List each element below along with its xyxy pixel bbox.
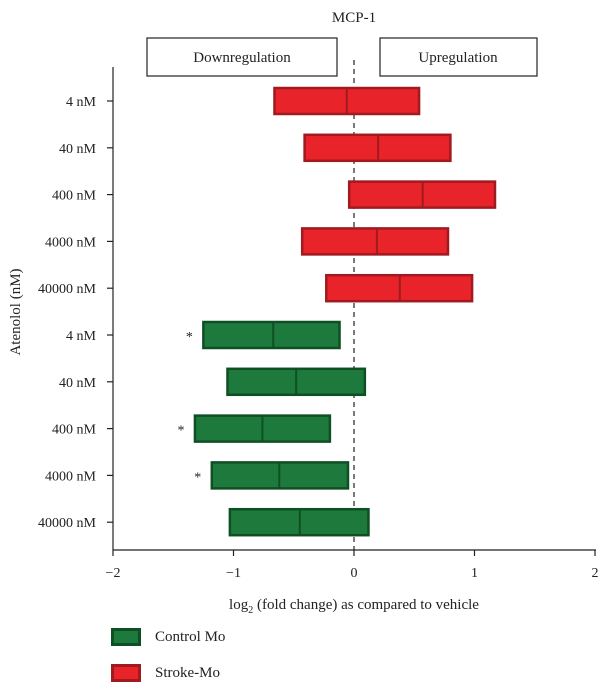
legend-label-stroke-mo: Stroke-Mo — [155, 664, 220, 681]
x-tick-label: 0 — [351, 566, 358, 581]
y-tick-label: 4 nM — [66, 95, 97, 110]
significance-marker: * — [186, 330, 193, 345]
legend-swatch-stroke-mo — [111, 664, 141, 682]
y-tick-label: 4000 nM — [45, 469, 97, 484]
y-tick-label: 400 nM — [52, 189, 97, 204]
legend-item-stroke-mo: Stroke-Mo — [111, 664, 220, 682]
y-axis-label: Atenolol (nM) — [8, 268, 24, 355]
x-tick-label: −2 — [106, 566, 121, 581]
x-tick-label: −1 — [226, 566, 241, 581]
chart-title: MCP-1 — [332, 10, 376, 26]
downregulation-box — [146, 37, 338, 77]
bar — [300, 227, 450, 256]
upregulation-box — [379, 37, 538, 77]
y-tick-label: 40 nM — [59, 376, 97, 391]
x-tick-label: 2 — [592, 566, 599, 581]
downregulation-label: Downregulation — [193, 50, 291, 66]
legend-item-control-mo: Control Mo — [111, 628, 225, 646]
legend-swatch-control-mo — [111, 628, 141, 646]
upregulation-label: Upregulation — [418, 50, 498, 66]
y-tick-label: 40000 nM — [38, 282, 97, 297]
legend-label-control-mo: Control Mo — [155, 628, 226, 645]
y-tick-label: 40000 nM — [38, 516, 97, 531]
significance-marker: * — [194, 470, 201, 485]
y-tick-label: 40 nM — [59, 142, 97, 157]
significance-marker: * — [177, 424, 184, 439]
bar — [202, 320, 341, 350]
y-tick-label: 4 nM — [66, 329, 97, 344]
y-tick-label: 4000 nM — [45, 235, 97, 250]
y-tick-label: 400 nM — [52, 423, 97, 438]
x-axis-label: log2 (fold change) as compared to vehicl… — [229, 597, 479, 616]
x-tick-label: 1 — [471, 566, 478, 581]
